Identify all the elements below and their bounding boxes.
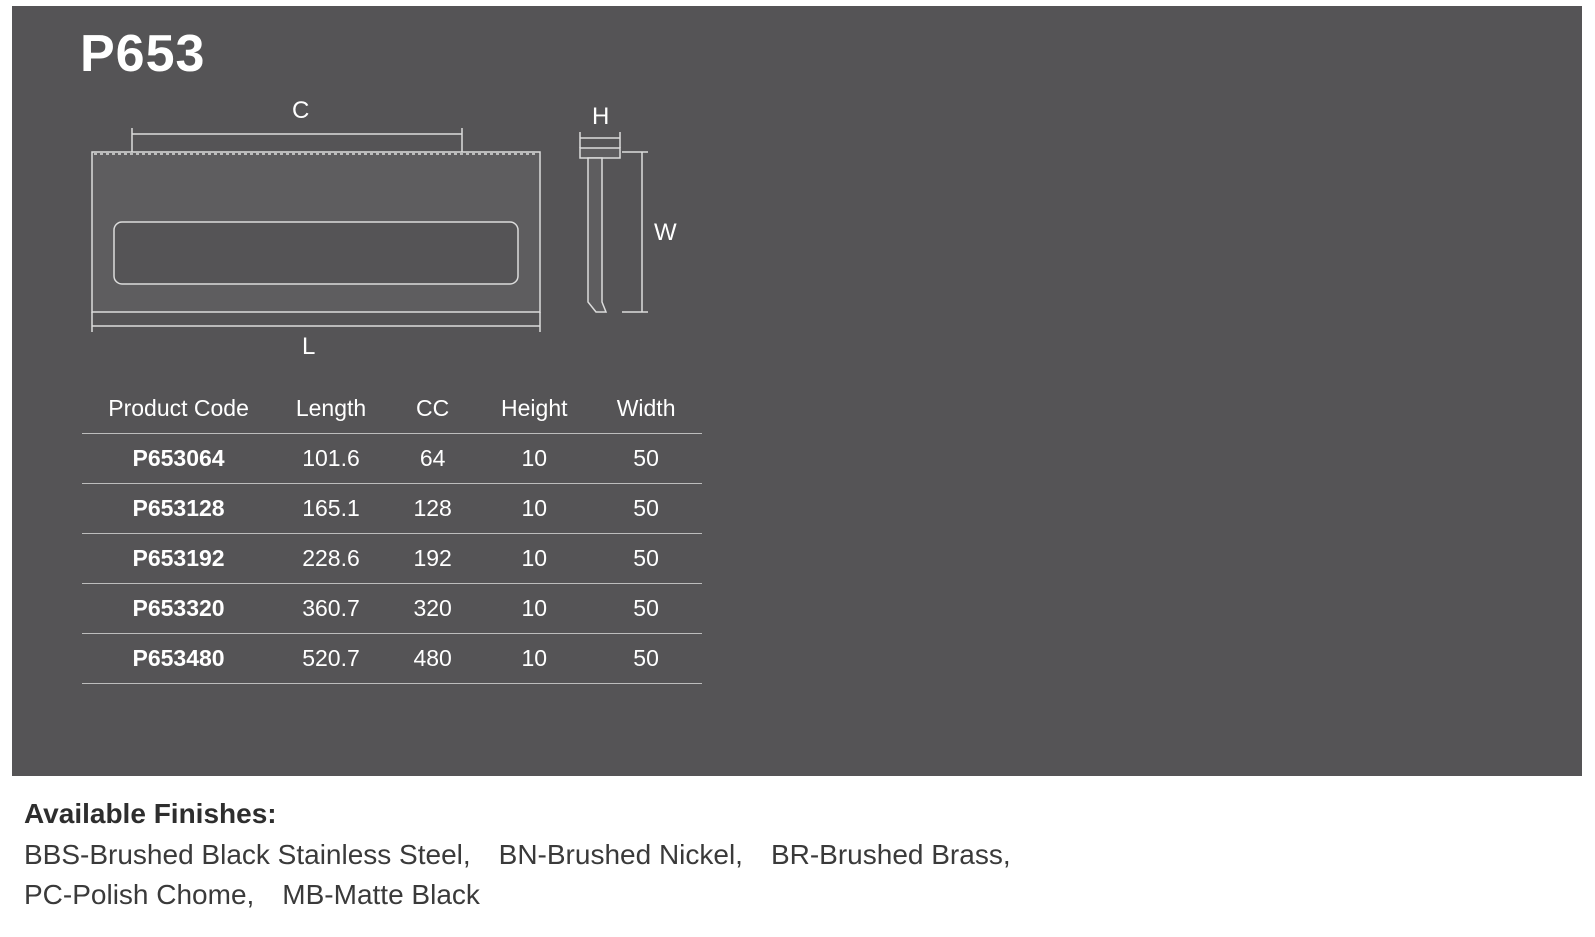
table-row: P653128165.11281050 xyxy=(82,484,702,534)
table-cell: 10 xyxy=(478,634,590,684)
table-cell: 10 xyxy=(478,584,590,634)
col-cc: CC xyxy=(387,384,478,434)
table-cell: P653064 xyxy=(82,434,275,484)
table-header-row: Product Code Length CC Height Width xyxy=(82,384,702,434)
table-cell: 50 xyxy=(590,434,702,484)
dim-label-w: W xyxy=(654,219,677,246)
spec-table: Product Code Length CC Height Width P653… xyxy=(82,384,702,684)
available-finishes: Available Finishes: BBS-Brushed Black St… xyxy=(24,794,1595,916)
table-cell: 64 xyxy=(387,434,478,484)
table-cell: 320 xyxy=(387,584,478,634)
table-cell: P653128 xyxy=(82,484,275,534)
table-cell: 50 xyxy=(590,534,702,584)
table-cell: P653192 xyxy=(82,534,275,584)
product-title: P653 xyxy=(80,24,205,84)
finishes-label: Available Finishes: xyxy=(24,798,277,829)
table-cell: 101.6 xyxy=(275,434,387,484)
table-cell: 128 xyxy=(387,484,478,534)
col-length: Length xyxy=(275,384,387,434)
table-cell: 192 xyxy=(387,534,478,584)
table-row: P653064101.6641050 xyxy=(82,434,702,484)
table-cell: 10 xyxy=(478,434,590,484)
table-cell: P653320 xyxy=(82,584,275,634)
col-product-code: Product Code xyxy=(82,384,275,434)
spec-panel: P653 xyxy=(12,6,1582,776)
dim-label-c: C xyxy=(292,97,309,124)
table-cell: 165.1 xyxy=(275,484,387,534)
col-height: Height xyxy=(478,384,590,434)
table-cell: 360.7 xyxy=(275,584,387,634)
col-width: Width xyxy=(590,384,702,434)
table-body: P653064101.6641050P653128165.11281050P65… xyxy=(82,434,702,684)
table-cell: 10 xyxy=(478,484,590,534)
table-row: P653480520.74801050 xyxy=(82,634,702,684)
table-cell: 10 xyxy=(478,534,590,584)
dimension-diagram: C L H W xyxy=(82,96,682,366)
table-cell: 480 xyxy=(387,634,478,684)
table-cell: 520.7 xyxy=(275,634,387,684)
table-cell: 50 xyxy=(590,634,702,684)
finishes-line-1: BBS-Brushed Black Stainless Steel, BN-Br… xyxy=(24,839,1011,870)
table-cell: 228.6 xyxy=(275,534,387,584)
table-row: P653192228.61921050 xyxy=(82,534,702,584)
dim-label-h: H xyxy=(592,103,609,130)
table-cell: P653480 xyxy=(82,634,275,684)
table-cell: 50 xyxy=(590,484,702,534)
dim-label-l: L xyxy=(302,333,315,360)
table-cell: 50 xyxy=(590,584,702,634)
finishes-line-2: PC-Polish Chome, MB-Matte Black xyxy=(24,879,480,910)
table-row: P653320360.73201050 xyxy=(82,584,702,634)
